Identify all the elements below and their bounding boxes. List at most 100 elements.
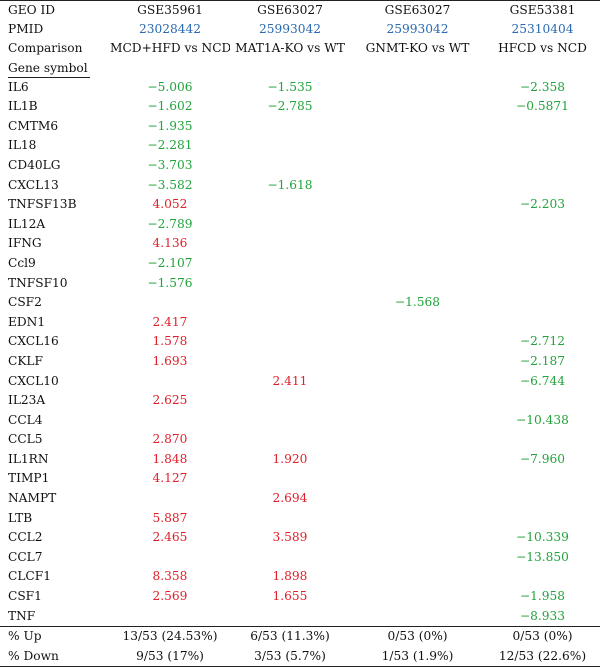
fold-change-cell [350,509,485,529]
geo-id-cell: GSE53381 [485,0,600,21]
gene-symbol-cell: CXCL13 [8,177,59,192]
summary-value-cell: 9/53 (17%) [110,646,230,667]
empty-cell [485,59,600,78]
fold-change-cell [485,274,600,294]
table-row: CCL5 2.870 [0,430,600,450]
fold-change-cell [230,234,350,254]
fold-change-cell [485,509,600,529]
fold-change-cell [485,489,600,509]
gene-symbol-cell: EDN1 [8,314,46,329]
fold-change-cell: −8.933 [519,608,566,623]
fold-change-cell [350,156,485,176]
gene-symbol-cell: CLCF1 [8,569,51,584]
fold-change-cell [350,313,485,333]
summary-value-cell: 12/53 (22.6%) [485,646,600,667]
fold-change-cell: −1.935 [147,118,193,133]
pmid-link[interactable]: 23028442 [138,22,202,37]
fold-change-cell [230,156,350,176]
fold-change-cell [485,391,600,411]
pmid-link[interactable]: 25310404 [511,22,574,37]
fold-change-cell [350,450,485,470]
table-row: CSF1 2.569 1.655 −1.958 [0,587,600,607]
table-row: TNFSF10 −1.576 [0,274,600,294]
fold-change-cell [350,391,485,411]
gene-symbol-cell: CKLF [8,353,43,368]
fold-change-cell [230,548,350,568]
pmid-link[interactable]: 25993042 [258,22,322,37]
fold-change-cell: −0.5871 [516,99,569,114]
fold-change-cell: −2.107 [147,255,193,270]
fold-change-cell [110,372,230,392]
table-row: CXCL13 −3.582 −1.618 [0,176,600,196]
geo-id-cell: GSE35961 [110,0,230,21]
table-row: IL6 −5.006 −1.535 −2.358 [0,78,600,98]
fold-change-cell [110,411,230,431]
fold-change-cell [350,215,485,235]
fold-change-cell: 4.127 [152,471,188,486]
gene-symbol-cell: CD40LG [8,157,61,172]
fold-change-cell [350,136,485,156]
fold-change-cell [485,254,600,274]
pmid-label: PMID [8,22,44,37]
fold-change-cell [350,332,485,352]
gene-symbol-cell: IL12A [8,216,46,231]
fold-change-cell: 4.136 [152,236,188,251]
gene-symbol-label: Gene symbol [8,60,90,78]
fold-change-cell [230,430,350,450]
fold-change-cell [110,489,230,509]
gene-symbol-cell: TNFSF10 [8,275,68,290]
table-row: TNFSF13B 4.052 −2.203 [0,195,600,215]
gene-symbol-cell: CCL7 [8,549,43,564]
empty-cell [350,59,485,78]
gene-symbol-cell: TIMP1 [8,471,50,486]
fold-change-cell [230,509,350,529]
fold-change-cell [485,567,600,587]
fold-change-cell: −1.576 [147,275,193,290]
fold-change-cell: −1.618 [267,177,313,192]
summary-label: % Down [0,646,110,667]
fold-change-cell [230,254,350,274]
fold-change-cell: 8.358 [152,569,188,584]
fold-change-cell [485,430,600,450]
fold-change-cell [350,176,485,196]
gene-symbol-cell: CCL2 [8,530,43,545]
fold-change-cell: 5.887 [152,510,188,525]
pmid-link[interactable]: 25993042 [386,22,449,37]
fold-change-cell: −2.203 [519,197,566,212]
fold-change-cell [485,136,600,156]
gene-symbol-cell: CCL5 [8,432,43,447]
gene-symbol-cell: CCL4 [8,412,43,427]
fold-change-cell [485,293,600,313]
header-row-comparison: Comparison MCD+HFD vs NCD MAT1A-KO vs WT… [0,39,600,58]
fold-change-cell: −3.703 [147,157,193,172]
fold-change-cell [485,469,600,489]
fold-change-cell [350,430,485,450]
table-row: CXCL10 2.411 −6.744 [0,372,600,392]
empty-cell [110,59,230,78]
summary-value-cell: 0/53 (0%) [485,626,600,647]
fold-change-cell: 2.625 [152,393,188,408]
fold-change-cell: 2.465 [152,530,188,545]
fold-change-cell: −10.339 [516,530,569,545]
table-row: CCL7 −13.850 [0,548,600,568]
table-row: IL12A −2.789 [0,215,600,235]
fold-change-cell: −2.187 [519,353,566,368]
fold-change-cell: 2.694 [272,491,308,506]
header-row-geo-id: GEO ID GSE35961 GSE63027 GSE63027 GSE533… [0,0,600,21]
summary-row: % Up 13/53 (24.53%) 6/53 (11.3%) 0/53 (0%) 0… [0,626,600,647]
gene-symbol-cell: IFNG [8,236,42,251]
fold-change-cell: 1.848 [152,451,188,466]
fold-change-cell: 1.578 [152,334,188,349]
fold-change-cell [350,548,485,568]
comparison-label: Comparison [8,41,83,56]
fold-change-cell [350,372,485,392]
fold-change-cell [230,274,350,294]
fold-change-cell: −6.744 [519,373,566,388]
fold-change-cell: 2.569 [152,589,188,604]
fold-change-cell [350,97,485,117]
table-row: CMTM6 −1.935 [0,117,600,137]
gene-symbol-cell: IL1RN [8,451,49,466]
fold-change-cell: −2.358 [519,79,566,94]
fold-change-cell [230,352,350,372]
